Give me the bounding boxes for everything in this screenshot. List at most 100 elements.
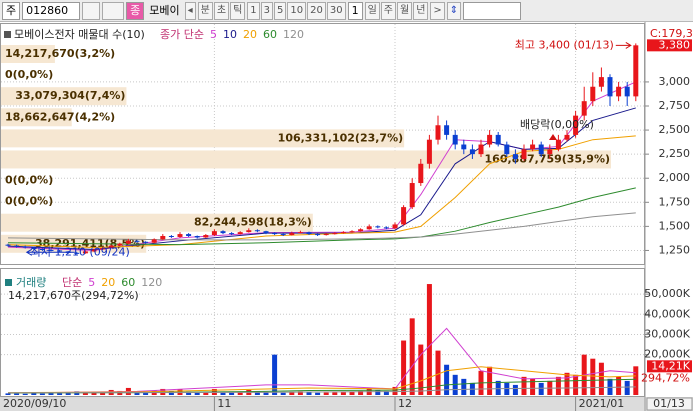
volume-bar: [633, 366, 639, 395]
candle-body: [512, 154, 518, 159]
candle-body: [418, 163, 424, 184]
volume-bar: [143, 392, 149, 395]
code-input[interactable]: 012860: [22, 1, 81, 20]
periods-button[interactable]: 3: [260, 1, 274, 20]
volume-bar: [349, 391, 355, 395]
intervals-button[interactable]: 년: [413, 1, 429, 20]
ex-dividend-marker: [549, 134, 557, 140]
periods-button[interactable]: 10: [287, 1, 307, 20]
last-price-box: [647, 39, 692, 52]
volume-bar: [340, 392, 346, 395]
periods-button[interactable]: 5: [274, 1, 287, 20]
units-button[interactable]: 초: [213, 1, 230, 20]
last-volume-box: [647, 360, 692, 373]
candle-body: [306, 232, 312, 235]
intervals-button[interactable]: 일: [364, 1, 380, 20]
volume-bar: [5, 393, 11, 395]
volume-bar: [573, 374, 579, 395]
volume-profile-label: 14,217,670(3,2%): [5, 47, 115, 60]
volume-bar: [39, 393, 45, 395]
candle-body: [39, 249, 45, 250]
candle-body: [220, 231, 226, 234]
pane-title-icon: [5, 279, 12, 286]
candle-body: [117, 243, 123, 246]
candle-body: [254, 230, 260, 232]
next-button[interactable]: >: [430, 1, 445, 20]
corner-label: C:179,3: [650, 27, 693, 40]
last-price-label: 3,380: [659, 38, 691, 51]
volume-bar: [418, 344, 424, 395]
sound-button[interactable]: [102, 1, 125, 20]
volume-bar: [530, 378, 536, 395]
type-badge: 종: [126, 1, 145, 20]
x-tick-label: 2021/01: [579, 397, 625, 410]
volume-profile-label: 0(0,0%): [5, 195, 53, 208]
pane-title: 모베이스전자 매물대 수(10): [14, 28, 145, 41]
toggle-button[interactable]: ⇕: [446, 1, 462, 20]
volume-bar: [272, 354, 278, 395]
market-select[interactable]: 주: [2, 1, 21, 20]
y-tick-label: 20,000K: [644, 348, 690, 361]
volume-bar: [82, 392, 88, 395]
prev-button[interactable]: ◂: [184, 1, 196, 20]
candle-body: [5, 244, 11, 246]
volume-average: [7, 386, 636, 394]
candle-body: [358, 229, 364, 232]
candle-body: [495, 134, 501, 145]
volume-bar: [229, 392, 235, 395]
intervals-button[interactable]: 월: [397, 1, 413, 20]
candle-body: [340, 232, 346, 234]
volume-bar: [426, 284, 432, 395]
candle-body: [186, 234, 192, 236]
candle-body: [616, 86, 622, 97]
volume-bar: [435, 350, 441, 395]
high-arrow: [615, 41, 632, 49]
candle-body: [211, 231, 217, 236]
legend-entry: 120: [283, 28, 304, 41]
candle-body: [229, 233, 235, 235]
candle-body: [100, 248, 106, 250]
chart: 2020/09/10 11 12 2021/01 01/13 1,250 1,500 1,75…: [0, 22, 693, 411]
legend-entry: 5: [88, 276, 95, 289]
volume-bar: [461, 378, 467, 395]
periods: 1 3 5 10 20 30: [247, 1, 346, 20]
candle-body: [401, 207, 407, 225]
candle-body: [444, 125, 450, 135]
volume-bar: [624, 380, 630, 395]
candle-body: [48, 249, 54, 251]
volume-bar: [134, 391, 140, 395]
candle-body: [375, 226, 381, 228]
candle-body: [91, 249, 97, 252]
volume-bar: [375, 389, 381, 395]
extra-input[interactable]: [463, 1, 522, 20]
count-select[interactable]: 1: [347, 1, 363, 20]
legend-entry: 5: [210, 28, 217, 41]
candle-body: [573, 115, 579, 135]
volume-bar: [31, 393, 37, 395]
units-button[interactable]: 틱: [230, 1, 246, 20]
candle-body: [280, 234, 286, 236]
volume-bar: [590, 358, 596, 395]
legend-prefix: 단순: [62, 276, 82, 289]
candle-body: [332, 233, 338, 235]
candle-body: [134, 240, 140, 242]
candle-body: [263, 231, 269, 234]
candle-body: [624, 86, 630, 97]
volume-bar: [512, 384, 518, 395]
y-tick-label: 1,250: [659, 243, 691, 256]
periods-button[interactable]: 20: [307, 1, 326, 20]
units-button[interactable]: 분: [197, 1, 213, 20]
periods-button[interactable]: 1: [247, 1, 260, 20]
volume-bar: [57, 393, 63, 395]
pane-title-icon: [4, 31, 11, 38]
legend-entry: 10: [223, 28, 237, 41]
intervals-button[interactable]: 주: [380, 1, 396, 20]
periods-button[interactable]: 30: [326, 1, 346, 20]
candle-body: [366, 226, 372, 230]
legend-entry: 20: [101, 276, 115, 289]
search-button[interactable]: [82, 1, 101, 20]
candle-body: [392, 224, 398, 229]
